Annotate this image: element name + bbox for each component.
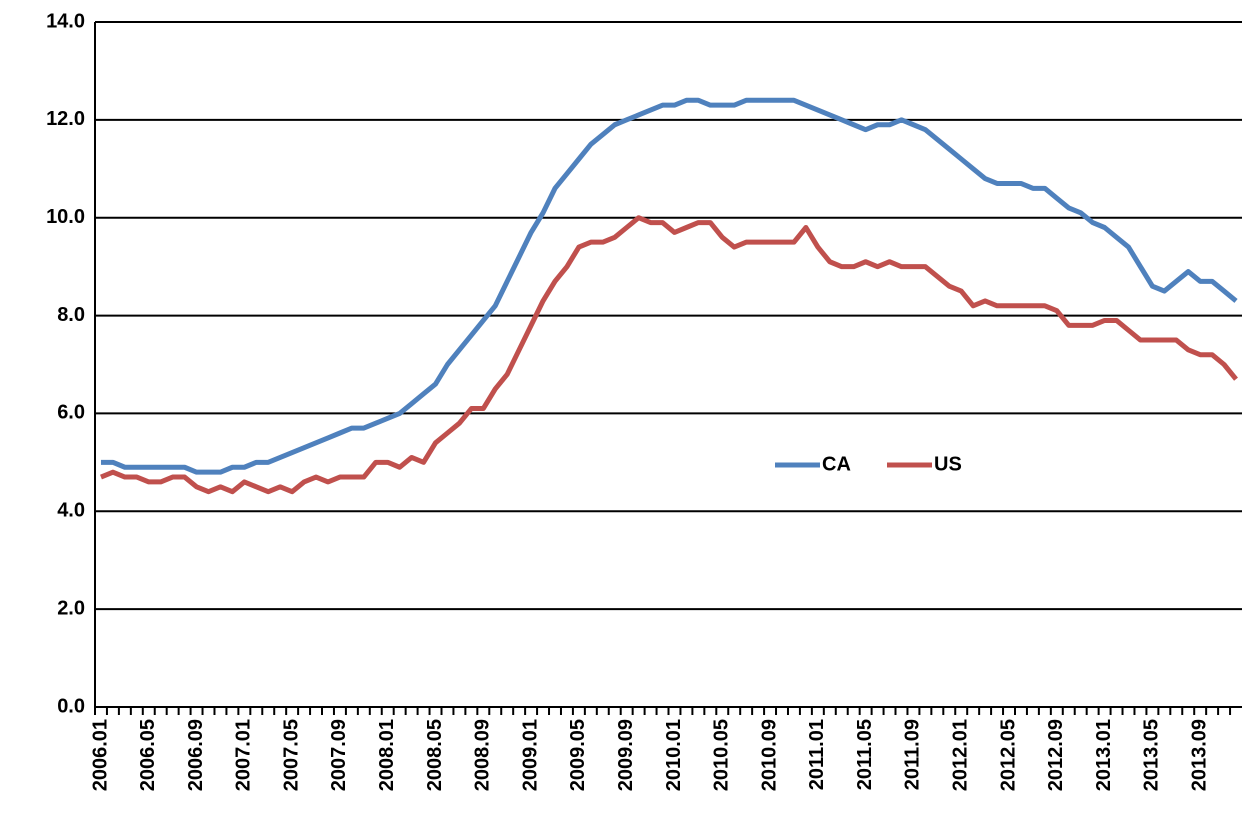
x-tick-label: 2013.05 — [1141, 719, 1163, 791]
x-tick-label: 2006.09 — [185, 719, 207, 791]
x-tick-label: 2007.05 — [280, 719, 302, 791]
x-tick-label: 2013.01 — [1093, 719, 1115, 791]
x-tick-label: 2012.01 — [950, 719, 972, 791]
y-tick-label: 12.0 — [46, 108, 85, 130]
x-tick-label: 2010.05 — [711, 719, 733, 791]
x-tick-label: 2012.09 — [1045, 719, 1067, 791]
y-tick-label: 2.0 — [57, 597, 85, 619]
x-tick-label: 2010.09 — [758, 719, 780, 791]
legend-label: CA — [822, 453, 851, 475]
x-tick-label: 2009.05 — [567, 719, 589, 791]
x-tick-label: 2011.09 — [902, 719, 924, 790]
legend-label: US — [934, 453, 962, 475]
x-tick-label: 2009.09 — [615, 719, 637, 791]
x-tick-label: 2009.01 — [519, 719, 541, 791]
x-tick-label: 2007.01 — [233, 719, 255, 791]
x-tick-label: 2007.09 — [328, 719, 350, 791]
x-tick-label: 2010.01 — [663, 719, 685, 791]
series-line — [100, 97, 1238, 475]
x-tick-label: 2008.01 — [376, 719, 398, 791]
y-tick-label: 8.0 — [57, 304, 85, 326]
x-tick-label: 2006.05 — [137, 719, 159, 791]
x-tick-label: 2011.01 — [806, 719, 828, 790]
series-line — [100, 215, 1238, 495]
x-tick-label: 2013.09 — [1188, 719, 1210, 791]
x-tick-label: 2012.05 — [997, 719, 1019, 791]
y-tick-label: 4.0 — [57, 500, 85, 522]
y-tick-label: 6.0 — [57, 402, 85, 424]
y-tick-label: 10.0 — [46, 206, 85, 228]
x-tick-label: 2008.09 — [472, 719, 494, 791]
y-tick-label: 0.0 — [57, 695, 85, 717]
x-tick-label: 2006.01 — [89, 719, 111, 791]
x-tick-label: 2011.05 — [854, 719, 876, 790]
x-tick-label: 2008.05 — [424, 719, 446, 791]
y-tick-label: 14.0 — [46, 10, 85, 32]
